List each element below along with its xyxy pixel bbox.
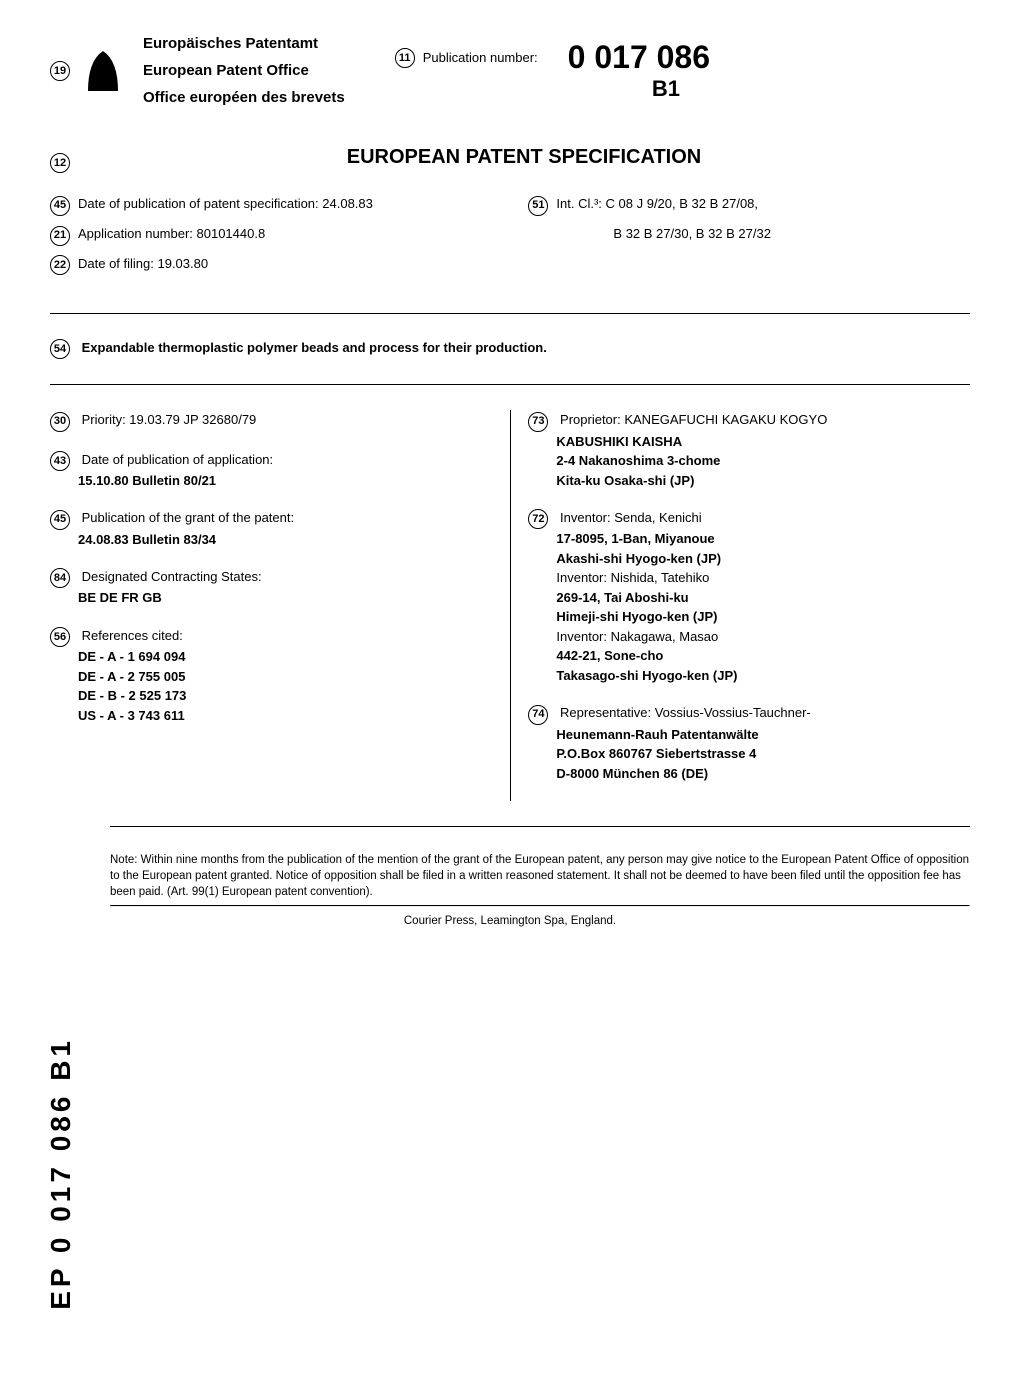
circle-30: 30 (50, 412, 70, 432)
ref4: US - A - 3 743 611 (50, 706, 492, 726)
m51b: B 32 B 27/30, B 32 B 27/32 (613, 226, 771, 241)
col-divider (510, 410, 511, 801)
circle-21: 21 (50, 226, 70, 246)
circle-12: 12 (50, 153, 70, 173)
circle-73: 73 (528, 412, 548, 432)
b84a: Designated Contracting States: (82, 569, 262, 584)
pub-block: 11 Publication number: 0 017 086 B1 (395, 39, 710, 102)
b74a: Representative: Vossius-Vossius-Tauchner… (560, 705, 811, 720)
spec-title: EUROPEAN PATENT SPECIFICATION (78, 146, 970, 169)
left-col: 30 Priority: 19.03.79 JP 32680/79 43 Dat… (50, 410, 492, 801)
b43a: Date of publication of application: (82, 452, 274, 467)
hr1 (50, 313, 970, 314)
m21: Application number: 80101440.8 (78, 226, 265, 241)
office-names: Europäisches Patentamt European Patent O… (143, 30, 345, 111)
epo-logo (78, 41, 128, 101)
b73c: 2-4 Nakanoshima 3-chome (528, 451, 970, 471)
office-de: Europäisches Patentamt (143, 30, 345, 57)
b72c: Akashi-shi Hyogo-ken (JP) (528, 549, 970, 569)
m45: Date of publication of patent specificat… (78, 196, 373, 211)
ref3: DE - B - 2 525 173 (50, 686, 492, 706)
b74c: P.O.Box 860767 Siebertstrasse 4 (528, 744, 970, 764)
circle-51: 51 (528, 196, 548, 216)
office-en: European Patent Office (143, 57, 345, 84)
circle-45a: 45 (50, 196, 70, 216)
meta-right: 51Int. Cl.³: C 08 J 9/20, B 32 B 27/08, … (528, 194, 970, 283)
circle-72: 72 (528, 509, 548, 529)
pub-number: 0 017 086 (568, 39, 710, 76)
b72g: Inventor: Nakagawa, Masao (528, 627, 970, 647)
circle-56: 56 (50, 627, 70, 647)
ref1: DE - A - 1 694 094 (50, 647, 492, 667)
circle-19: 19 (50, 61, 70, 81)
circle-43: 43 (50, 451, 70, 471)
meta-row: 45 Date of publication of patent specific… (50, 194, 970, 283)
pub-suffix: B1 (425, 76, 680, 102)
m51a: Int. Cl.³: C 08 J 9/20, B 32 B 27/08, (556, 196, 758, 211)
right-col: 73 Proprietor: KANEGAFUCHI KAGAKU KOGYO … (528, 410, 970, 801)
title54: Expandable thermoplastic polymer beads a… (82, 340, 547, 355)
b45b: 24.08.83 Bulletin 83/34 (50, 532, 216, 547)
b73b: KABUSHIKI KAISHA (528, 432, 970, 452)
b56: References cited: (82, 628, 183, 643)
circle-22: 22 (50, 255, 70, 275)
b72d: Inventor: Nishida, Tatehiko (528, 568, 970, 588)
pub-label: Publication number: (423, 50, 538, 65)
circle-74: 74 (528, 705, 548, 725)
b73a: Proprietor: KANEGAFUCHI KAGAKU KOGYO (560, 412, 827, 427)
header-row: 19 Europäisches Patentamt European Paten… (50, 30, 970, 111)
logo-block: 19 Europäisches Patentamt European Paten… (50, 30, 345, 111)
circle-84: 84 (50, 568, 70, 588)
meta-left: 45 Date of publication of patent specific… (50, 194, 492, 283)
ref2: DE - A - 2 755 005 (50, 667, 492, 687)
b72h: 442-21, Sone-cho (528, 646, 970, 666)
footer-text: Courier Press, Leamington Spa, England. (50, 915, 970, 927)
b72a: Inventor: Senda, Kenichi (560, 510, 702, 525)
b72i: Takasago-shi Hyogo-ken (JP) (528, 666, 970, 686)
hr3 (110, 826, 970, 827)
b45a: Publication of the grant of the patent: (82, 510, 294, 525)
b73d: Kita-ku Osaka-shi (JP) (528, 471, 970, 491)
b84b: BE DE FR GB (50, 590, 162, 605)
circle-45: 45 (50, 510, 70, 530)
side-code: EP 0 017 086 B1 (45, 1037, 77, 1310)
office-fr: Office européen des brevets (143, 84, 345, 111)
two-col: 30 Priority: 19.03.79 JP 32680/79 43 Dat… (50, 410, 970, 801)
circle-11: 11 (395, 48, 415, 68)
b74b: Heunemann-Rauh Patentanwälte (528, 725, 970, 745)
b72b: 17-8095, 1-Ban, Miyanoue (528, 529, 970, 549)
b72e: 269-14, Tai Aboshi-ku (528, 588, 970, 608)
b72f: Himeji-shi Hyogo-ken (JP) (528, 607, 970, 627)
title-row: 54 Expandable thermoplastic polymer bead… (50, 339, 970, 359)
b74d: D-8000 München 86 (DE) (528, 764, 970, 784)
m22: Date of filing: 19.03.80 (78, 256, 208, 271)
hr2 (50, 384, 970, 385)
circle-54: 54 (50, 339, 70, 359)
footer-hr (110, 905, 970, 907)
b43b: 15.10.80 Bulletin 80/21 (50, 473, 216, 488)
note-text: Note: Within nine months from the public… (50, 852, 970, 900)
b30: Priority: 19.03.79 JP 32680/79 (82, 412, 257, 427)
